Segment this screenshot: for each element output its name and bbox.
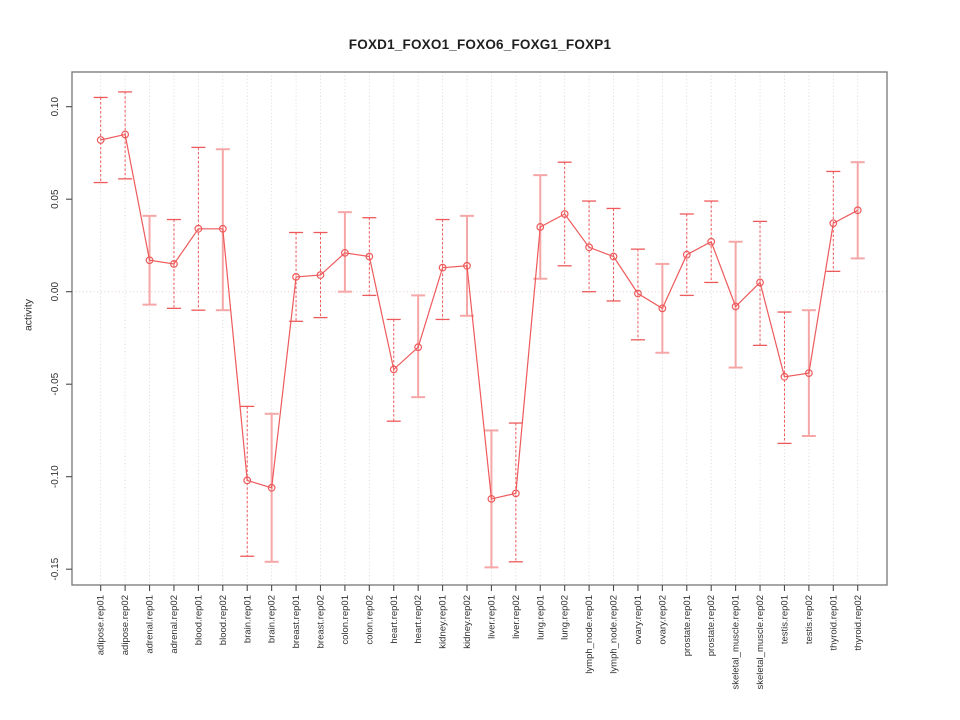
x-tick-label: adrenal.rep02 [169, 595, 180, 654]
data-point [707, 237, 716, 246]
x-tick-label: skeletal_muscle.rep01 [731, 595, 742, 690]
data-point [829, 219, 838, 228]
data-point [267, 483, 276, 492]
x-tick-label: ovary.rep02 [657, 595, 668, 644]
data-point [463, 261, 471, 270]
data-point [756, 278, 764, 287]
x-tick-label: adrenal.rep01 [145, 595, 156, 654]
x-tick-label: lymph_node.rep01 [584, 595, 595, 674]
series-line [100, 133, 859, 500]
data-point [585, 243, 593, 252]
data-point [145, 256, 154, 265]
data-point [389, 365, 398, 374]
x-tick-label: adipose.rep02 [120, 595, 131, 655]
x-tick-label: testis.rep02 [804, 595, 815, 644]
data-point [804, 369, 813, 378]
data-point [487, 495, 496, 503]
y-tick-label: -0.15 [50, 557, 61, 580]
x-tick-label: adipose.rep01 [96, 595, 107, 655]
plot-frame [71, 71, 888, 586]
x-tick-label: liver.rep01 [486, 595, 497, 639]
data-point [121, 130, 130, 139]
data-point [536, 223, 545, 231]
y-tick-label: 0.00 [50, 282, 61, 302]
data-point [438, 263, 447, 272]
x-tick-label: blood.rep02 [218, 595, 229, 645]
x-tick-label: thyroid.rep02 [853, 595, 864, 650]
data-point [365, 252, 374, 261]
y-tick-label: 0.10 [50, 97, 61, 117]
x-tick-label: kidney.rep01 [438, 595, 449, 649]
x-tick-label: lymph_node.rep02 [609, 595, 620, 674]
x-tick-label: prostate.rep01 [682, 595, 693, 656]
x-tick-label: kidney.rep02 [462, 595, 473, 649]
data-point [243, 476, 252, 485]
data-point [780, 372, 789, 381]
data-point [96, 136, 105, 144]
data-point [853, 206, 862, 215]
data-point [218, 224, 227, 233]
y-axis-label: activity [22, 298, 34, 331]
data-point [194, 224, 203, 233]
x-tick-label: brain.rep02 [267, 595, 278, 643]
x-tick-label: lung.rep02 [560, 595, 571, 640]
data-point [292, 273, 300, 281]
x-tick-label: prostate.rep02 [706, 595, 717, 656]
x-tick-label: colon.rep01 [340, 595, 351, 645]
x-tick-label: breast.rep02 [316, 595, 327, 648]
data-point [560, 210, 569, 218]
x-tick-label: brain.rep01 [242, 595, 253, 643]
data-point [414, 343, 423, 352]
x-tick-label: colon.rep02 [364, 595, 375, 645]
x-tick-label: skeletal_muscle.rep02 [755, 595, 766, 690]
x-tick-label: breast.rep01 [291, 595, 302, 648]
data-point [634, 289, 642, 298]
x-tick-label: heart.rep02 [413, 595, 424, 644]
y-tick-label: 0.05 [50, 189, 61, 209]
data-point [682, 250, 691, 259]
x-tick-label: thyroid.rep01 [828, 595, 839, 650]
y-tick-label: -0.05 [50, 372, 61, 395]
x-tick-label: ovary.rep01 [633, 595, 644, 644]
y-tick-label: -0.10 [50, 465, 61, 488]
x-tick-label: lung.rep01 [535, 595, 546, 640]
data-point [511, 489, 520, 498]
page-title: FOXD1_FOXO1_FOXO6_FOXG1_FOXP1 [348, 37, 612, 52]
x-tick-label: testis.rep01 [780, 595, 791, 644]
data-point [609, 252, 618, 261]
data-point [731, 302, 740, 311]
data-point [658, 304, 667, 313]
data-point [341, 248, 349, 257]
data-point [316, 271, 325, 279]
x-tick-label: liver.rep02 [511, 595, 522, 639]
x-tick-label: blood.rep01 [193, 595, 204, 645]
x-tick-label: heart.rep01 [389, 595, 400, 644]
data-point [170, 260, 178, 268]
